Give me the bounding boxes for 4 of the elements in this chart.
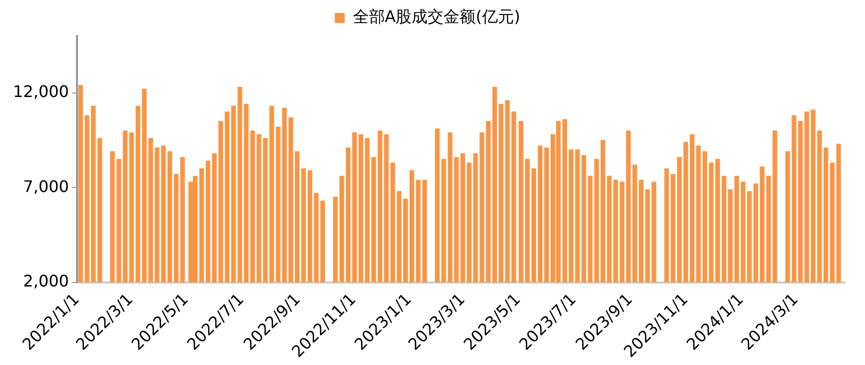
y-tick-label: 12,000: [13, 82, 69, 102]
legend-label: 全部A股成交金额(亿元): [352, 7, 520, 26]
y-tick-label: 2,000: [23, 272, 69, 291]
y-tick-label: 7,000: [23, 176, 69, 196]
